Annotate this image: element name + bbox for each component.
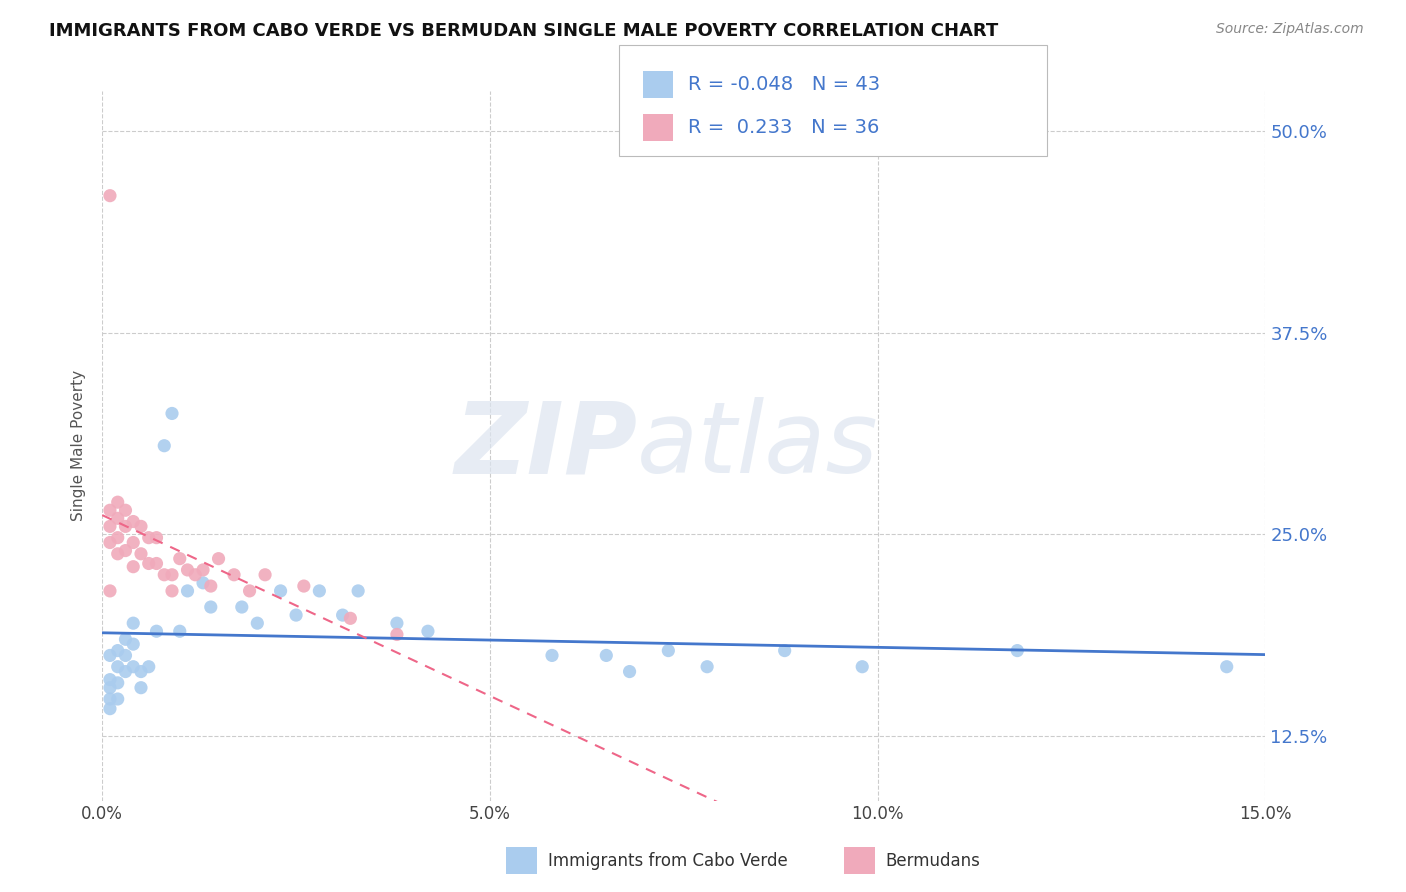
Text: R = -0.048   N = 43: R = -0.048 N = 43 [688, 75, 880, 95]
Text: Source: ZipAtlas.com: Source: ZipAtlas.com [1216, 22, 1364, 37]
Point [184, 567, 207, 582]
Point [246, 616, 269, 631]
Point [169, 551, 191, 566]
Point [145, 557, 167, 571]
Point [98, 188, 121, 202]
Point [222, 567, 245, 582]
Point [191, 563, 214, 577]
Point [541, 648, 564, 663]
Point [138, 557, 160, 571]
Text: atlas: atlas [637, 397, 879, 494]
Point [98, 701, 121, 715]
Point [145, 624, 167, 639]
Point [107, 643, 129, 657]
Point [619, 665, 641, 679]
Point [696, 659, 718, 673]
Point [129, 665, 152, 679]
Point [160, 407, 183, 421]
Point [285, 608, 308, 623]
Point [657, 643, 679, 657]
Point [145, 531, 167, 545]
Point [98, 648, 121, 663]
Point [138, 659, 160, 673]
Point [122, 659, 145, 673]
Point [114, 648, 136, 663]
Point [231, 600, 253, 615]
Point [122, 515, 145, 529]
Point [129, 519, 152, 533]
Point [129, 681, 152, 695]
Point [191, 575, 214, 590]
Point [153, 439, 176, 453]
Point [107, 547, 129, 561]
Text: R =  0.233   N = 36: R = 0.233 N = 36 [688, 118, 879, 137]
Point [595, 648, 617, 663]
Point [416, 624, 439, 639]
Point [200, 579, 222, 593]
Point [107, 659, 129, 673]
Point [153, 567, 176, 582]
Point [107, 692, 129, 706]
Point [160, 583, 183, 598]
Point [98, 681, 121, 695]
Point [207, 551, 229, 566]
Point [339, 611, 361, 625]
Point [114, 543, 136, 558]
Text: ZIP: ZIP [454, 397, 637, 494]
Point [176, 563, 198, 577]
Point [385, 616, 408, 631]
Point [98, 583, 121, 598]
Point [292, 579, 315, 593]
Point [122, 616, 145, 631]
Point [107, 495, 129, 509]
Text: Immigrants from Cabo Verde: Immigrants from Cabo Verde [548, 852, 789, 870]
Point [114, 503, 136, 517]
Point [114, 519, 136, 533]
Point [176, 583, 198, 598]
Point [122, 559, 145, 574]
Point [98, 692, 121, 706]
Point [107, 511, 129, 525]
Point [122, 535, 145, 549]
Point [169, 624, 191, 639]
Point [270, 583, 292, 598]
Point [98, 673, 121, 687]
Point [347, 583, 370, 598]
Point [308, 583, 330, 598]
Point [851, 659, 873, 673]
Y-axis label: Single Male Poverty: Single Male Poverty [72, 370, 86, 521]
Point [114, 632, 136, 647]
Point [98, 503, 121, 517]
Point [129, 547, 152, 561]
Text: IMMIGRANTS FROM CABO VERDE VS BERMUDAN SINGLE MALE POVERTY CORRELATION CHART: IMMIGRANTS FROM CABO VERDE VS BERMUDAN S… [49, 22, 998, 40]
Text: Bermudans: Bermudans [886, 852, 980, 870]
Point [107, 531, 129, 545]
Point [332, 608, 354, 623]
Point [122, 637, 145, 651]
Point [238, 583, 260, 598]
Point [773, 643, 796, 657]
Point [1007, 643, 1029, 657]
Point [114, 665, 136, 679]
Point [1215, 659, 1237, 673]
Point [160, 567, 183, 582]
Point [254, 567, 277, 582]
Point [107, 676, 129, 690]
Point [200, 600, 222, 615]
Point [98, 519, 121, 533]
Point [385, 627, 408, 641]
Point [138, 531, 160, 545]
Point [98, 535, 121, 549]
